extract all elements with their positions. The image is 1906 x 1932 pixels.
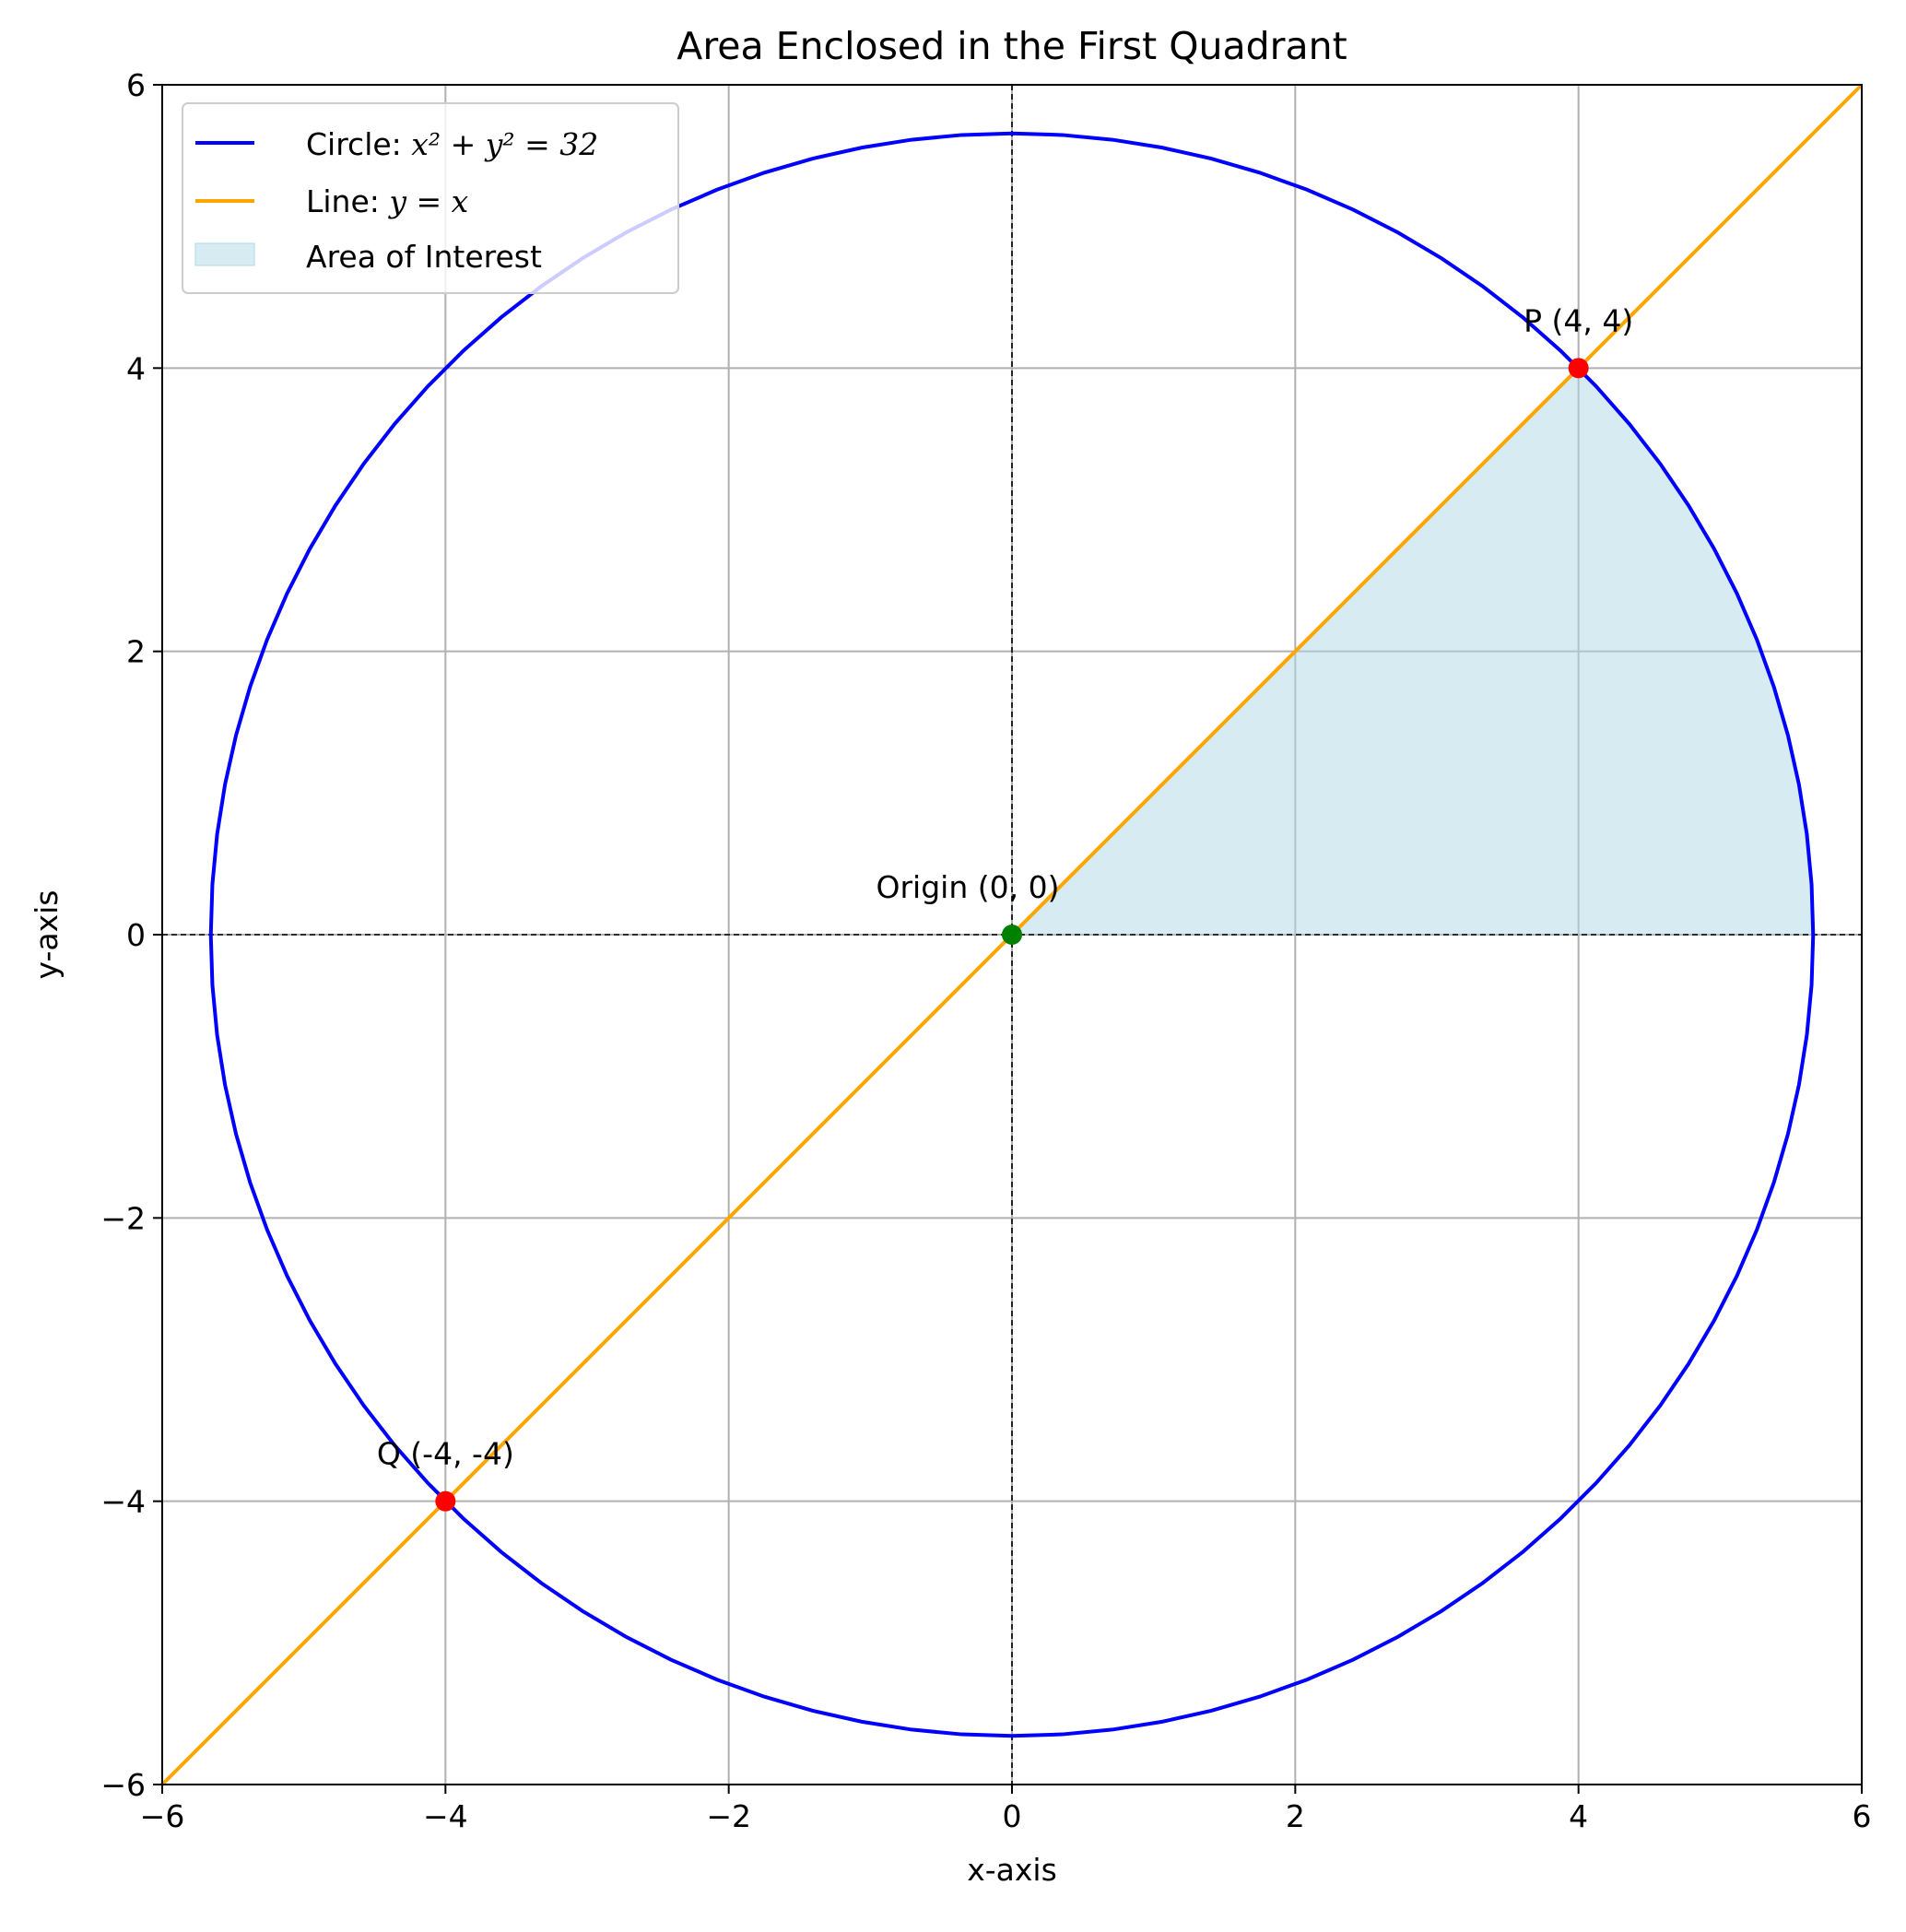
legend-label-line: Line: y = x — [306, 183, 469, 219]
legend-label-circle: Circle: x² + y² = 32 — [306, 126, 598, 162]
legend-box — [182, 102, 679, 294]
point-label-origin: Origin (0, 0) — [877, 869, 1060, 905]
point-label-q: Q (-4, -4) — [377, 1436, 514, 1472]
y-tick-label: −2 — [100, 1200, 146, 1236]
point-marker-q — [435, 1490, 456, 1512]
y-tick-label: −6 — [100, 1767, 146, 1803]
legend-swatch-area — [194, 242, 255, 266]
y-tick-label: 6 — [126, 67, 146, 103]
point-label-p: P (4, 4) — [1524, 302, 1633, 338]
y-tick-label: −4 — [100, 1484, 146, 1520]
x-tick-label: −2 — [706, 1798, 751, 1834]
point-marker-origin — [1002, 925, 1022, 945]
shaded-area-of-interest — [1012, 368, 1814, 935]
chart-title: Area Enclosed in the First Quadrant — [677, 24, 1347, 68]
legend: Circle: x² + y² = 32 Line: y = x Area of… — [182, 102, 679, 294]
x-tick-label: 2 — [1286, 1798, 1305, 1834]
y-axis-label: y-axis — [29, 890, 65, 980]
x-tick-label: 6 — [1853, 1798, 1872, 1834]
x-tick-label: 0 — [1003, 1798, 1022, 1834]
x-tick-label: 4 — [1569, 1798, 1588, 1834]
series-circle — [208, 131, 1816, 1738]
x-axis-label: x-axis — [967, 1852, 1057, 1888]
y-tick-label: 2 — [126, 634, 146, 670]
x-tick-label: −6 — [140, 1798, 185, 1834]
legend-label-area: Area of Interest — [306, 239, 542, 275]
x-tick-label: −4 — [423, 1798, 468, 1834]
marked-points: P (4, 4) Q (-4, -4) Origin (0, 0) — [377, 302, 1633, 1512]
y-axis-ticks: −6 −4 −2 0 2 4 6 — [100, 67, 162, 1803]
x-axis-ticks: −6 −4 −2 0 2 4 6 — [140, 1785, 1872, 1834]
point-marker-p — [1568, 358, 1589, 379]
plot-area: P (4, 4) Q (-4, -4) Origin (0, 0) — [160, 83, 1864, 1786]
y-tick-label: 0 — [126, 917, 146, 953]
y-tick-label: 4 — [126, 350, 146, 386]
